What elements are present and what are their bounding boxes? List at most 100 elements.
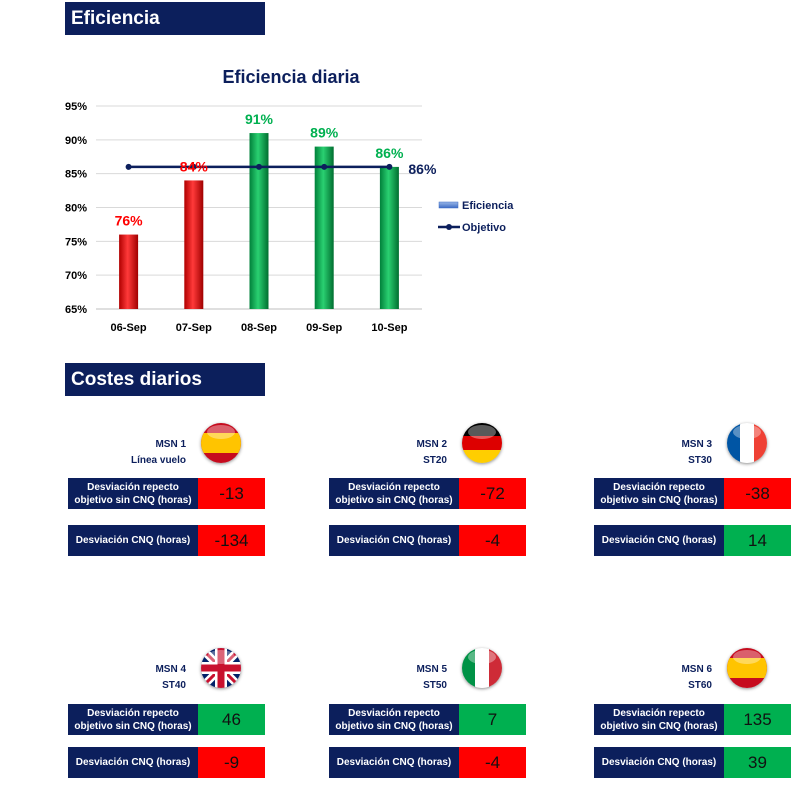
italy-flag-icon <box>462 648 502 688</box>
bar-09-Sep <box>314 146 334 309</box>
objective-value-label: 86% <box>408 161 437 177</box>
station-label: Línea vuelo <box>130 455 186 466</box>
deviation-label: Desviación repecto objetivo sin CNQ (hor… <box>68 478 198 509</box>
station-label: ST40 <box>162 680 186 691</box>
deviation-row: Desviación repecto objetivo sin CNQ (hor… <box>329 478 529 509</box>
station-label: ST50 <box>423 680 447 691</box>
deviation-value: 46 <box>198 704 265 735</box>
bar-data-label: 84% <box>180 158 209 174</box>
cost-card-msn-1: MSN 1 Línea vuelo Desviación repecto objet… <box>68 423 268 563</box>
msn-label: MSN 4 <box>155 664 186 675</box>
legend-eficiencia-label: Eficiencia <box>462 200 514 212</box>
msn-label: MSN 2 <box>416 439 447 450</box>
bar-10-Sep <box>379 166 399 309</box>
cnq-deviation-label: Desviación CNQ (horas) <box>329 525 459 556</box>
card-title: MSN 5 ST50 <box>329 662 447 694</box>
bar-data-label: 86% <box>375 145 404 161</box>
cost-card-msn-5: MSN 5 ST50 Desviación repecto objetivo sin… <box>329 648 529 788</box>
y-tick-label: 65% <box>65 304 87 316</box>
cnq-deviation-value: 39 <box>724 747 791 778</box>
efficiency-chart: Eficiencia diaria 95%90%85%80%75%70%65% … <box>65 67 514 334</box>
chart-title: Eficiencia diaria <box>222 67 360 87</box>
bar-07-Sep <box>184 180 204 309</box>
deviation-row: Desviación repecto objetivo sin CNQ (hor… <box>68 478 268 509</box>
bar-08-Sep <box>249 133 269 309</box>
deviation-value: -72 <box>459 478 526 509</box>
efficiency-section-header: Eficiencia <box>65 2 265 35</box>
cnq-deviation-value: -4 <box>459 747 526 778</box>
objective-point <box>190 163 197 170</box>
bar-data-label: 89% <box>310 125 339 141</box>
deviation-row: Desviación repecto objetivo sin CNQ (hor… <box>329 704 529 735</box>
card-title: MSN 1 Línea vuelo <box>68 437 186 469</box>
cnq-deviation-value: -134 <box>198 525 265 556</box>
y-tick-label: 70% <box>65 270 87 282</box>
cost-card-msn-4: MSN 4 ST40 Desviación repecto objetivo sin… <box>68 648 268 788</box>
deviation-row: Desviación repecto objetivo sin CNQ (hor… <box>594 704 794 735</box>
cnq-deviation-value: 14 <box>724 525 791 556</box>
deviation-value: 135 <box>724 704 791 735</box>
card-title: MSN 6 ST60 <box>594 662 712 694</box>
objective-point <box>321 163 328 170</box>
cnq-deviation-row: Desviación CNQ (horas) -134 <box>68 525 268 556</box>
cost-card-msn-2: MSN 2 ST20 Desviación repecto objetivo sin… <box>329 423 529 563</box>
cnq-deviation-label: Desviación CNQ (horas) <box>594 525 724 556</box>
legend-eficiencia-swatch <box>438 201 459 209</box>
cnq-deviation-label: Desviación CNQ (horas) <box>594 747 724 778</box>
cnq-deviation-label: Desviación CNQ (horas) <box>68 747 198 778</box>
cnq-deviation-row: Desviación CNQ (horas) -4 <box>329 525 529 556</box>
cnq-deviation-row: Desviación CNQ (horas) -4 <box>329 747 529 778</box>
objective-point <box>256 163 262 170</box>
y-tick-label: 90% <box>65 135 87 147</box>
cnq-deviation-value: -4 <box>459 525 526 556</box>
deviation-value: -38 <box>724 478 791 509</box>
deviation-row: Desviación repecto objetivo sin CNQ (hor… <box>68 704 268 735</box>
deviation-label: Desviación repecto objetivo sin CNQ (hor… <box>329 704 459 735</box>
station-label: ST20 <box>423 455 447 466</box>
card-title: MSN 4 ST40 <box>68 662 186 694</box>
deviation-value: 7 <box>459 704 526 735</box>
y-tick-label: 80% <box>65 203 87 215</box>
msn-label: MSN 6 <box>681 664 712 675</box>
msn-label: MSN 3 <box>681 439 712 450</box>
y-tick-label: 95% <box>65 101 87 113</box>
deviation-label: Desviación repecto objetivo sin CNQ (hor… <box>594 704 724 735</box>
deviation-label: Desviación repecto objetivo sin CNQ (hor… <box>594 478 724 509</box>
legend-objetivo-marker <box>446 224 452 230</box>
spain-flag-icon <box>201 423 241 463</box>
cnq-deviation-row: Desviación CNQ (horas) 14 <box>594 525 794 556</box>
bar-data-label: 91% <box>245 111 274 127</box>
france-flag-icon <box>727 423 767 463</box>
cnq-deviation-value: -9 <box>198 747 265 778</box>
deviation-label: Desviación repecto objetivo sin CNQ (hor… <box>329 478 459 509</box>
card-title: MSN 2 ST20 <box>329 437 447 469</box>
uk-flag-icon <box>201 648 241 688</box>
station-label: ST60 <box>688 680 712 691</box>
y-tick-label: 85% <box>65 169 87 181</box>
costs-section-header: Costes diarios <box>65 363 265 396</box>
x-tick-label: 08-Sep <box>241 322 277 334</box>
msn-label: MSN 5 <box>416 664 447 675</box>
cnq-deviation-row: Desviación CNQ (horas) -9 <box>68 747 268 778</box>
cost-card-msn-3: MSN 3 ST30 Desviación repecto objetivo sin… <box>594 423 794 563</box>
cnq-deviation-label: Desviación CNQ (horas) <box>68 525 198 556</box>
card-title: MSN 3 ST30 <box>594 437 712 469</box>
bar-06-Sep <box>119 234 139 309</box>
y-tick-label: 75% <box>65 236 87 248</box>
objective-point <box>386 163 393 170</box>
deviation-label: Desviación repecto objetivo sin CNQ (hor… <box>68 704 198 735</box>
x-tick-label: 07-Sep <box>176 322 212 334</box>
msn-label: MSN 1 <box>155 439 186 450</box>
spain-flag-icon <box>727 648 767 688</box>
x-tick-label: 09-Sep <box>306 322 342 334</box>
cnq-deviation-label: Desviación CNQ (horas) <box>329 747 459 778</box>
x-tick-label: 06-Sep <box>111 322 147 334</box>
x-tick-label: 10-Sep <box>371 322 407 334</box>
germany-flag-icon <box>462 423 502 463</box>
deviation-value: -13 <box>198 478 265 509</box>
station-label: ST30 <box>688 455 712 466</box>
legend-objetivo-label: Objetivo <box>462 222 506 234</box>
deviation-row: Desviación repecto objetivo sin CNQ (hor… <box>594 478 794 509</box>
cost-card-msn-6: MSN 6 ST60 Desviación repecto objetivo sin… <box>594 648 794 788</box>
bar-data-label: 76% <box>115 213 144 229</box>
